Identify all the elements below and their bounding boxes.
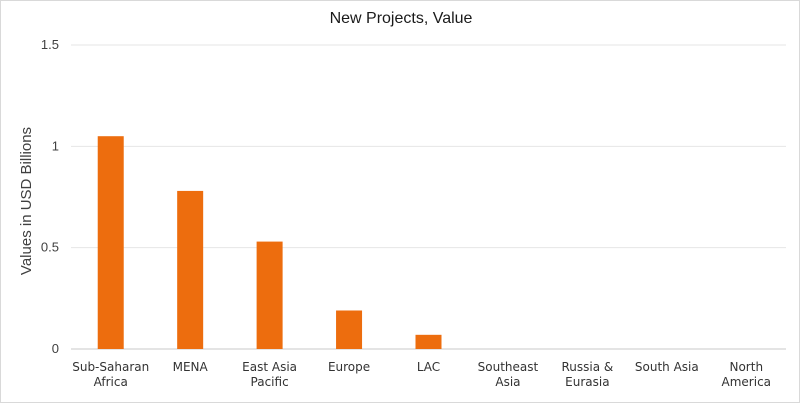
x-tick-label-line: LAC bbox=[417, 360, 440, 374]
x-tick-label-line: East Asia bbox=[242, 360, 297, 374]
bars bbox=[97, 136, 442, 349]
x-tick-label-line: Pacific bbox=[251, 375, 289, 389]
x-tick-label-line: South Asia bbox=[635, 360, 699, 374]
x-tick-label: South Asia bbox=[635, 360, 699, 374]
x-tick-label: Southeast Asia bbox=[478, 360, 539, 389]
x-tick-label-line: Eurasia bbox=[565, 375, 609, 389]
x-tick-label: East Asia Pacific bbox=[242, 360, 297, 389]
x-tick-label: LAC bbox=[417, 360, 440, 374]
x-tick-label-line: Asia bbox=[495, 375, 520, 389]
x-tick-label-line: Southeast bbox=[478, 360, 539, 374]
bar bbox=[415, 334, 442, 349]
y-tick-label: 1 bbox=[52, 138, 59, 153]
x-tick-label: Russia & Eurasia bbox=[561, 360, 613, 389]
y-tick-label: 1.5 bbox=[41, 37, 59, 52]
y-tick-label: 0.5 bbox=[41, 240, 59, 255]
y-axis-label: Values in USD Billions bbox=[18, 127, 35, 275]
chart-title: New Projects, Value bbox=[330, 10, 473, 27]
x-tick-label-line: Sub-Saharan bbox=[72, 360, 149, 374]
x-tick-label-line: Europe bbox=[328, 360, 370, 374]
x-tick-label-line: America bbox=[722, 375, 772, 389]
x-tick-label-line: Russia & bbox=[561, 360, 613, 374]
y-tick-label: 0 bbox=[52, 341, 59, 356]
y-tick-labels: 0 0.5 1 1.5 bbox=[41, 37, 59, 356]
x-tick-label: Europe bbox=[328, 360, 370, 374]
x-tick-label-line: North bbox=[729, 360, 763, 374]
x-tick-label: North America bbox=[722, 360, 772, 389]
bar bbox=[177, 190, 204, 349]
x-tick-label: MENA bbox=[173, 360, 209, 374]
x-tick-label-line: Africa bbox=[94, 375, 128, 389]
x-tick-label: Sub-Saharan Africa bbox=[72, 360, 149, 389]
bar bbox=[336, 310, 363, 349]
x-tick-labels: Sub-Saharan Africa MENA East Asia Pacific Eur… bbox=[72, 360, 771, 389]
bar bbox=[97, 136, 124, 349]
x-tick-label-line: MENA bbox=[173, 360, 209, 374]
bar bbox=[256, 241, 283, 349]
